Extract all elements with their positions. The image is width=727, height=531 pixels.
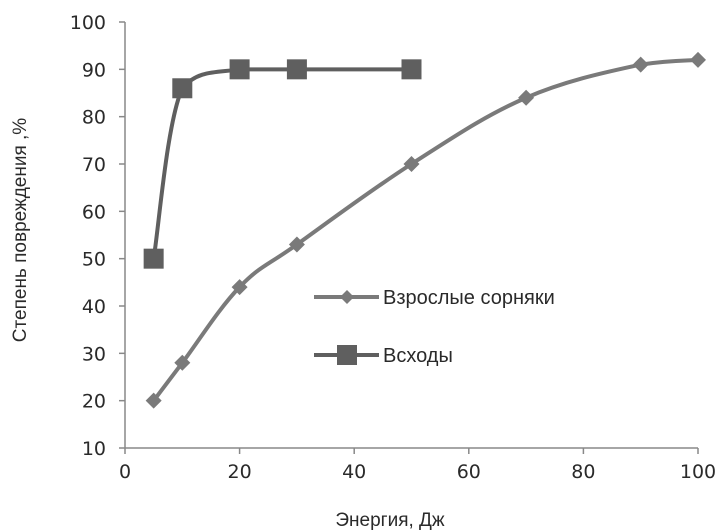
y-tick-label: 40 xyxy=(82,296,106,318)
data-point-diamond xyxy=(518,89,535,106)
x-tick-label: 40 xyxy=(342,461,366,483)
y-tick-label: 30 xyxy=(82,343,106,365)
legend-item-seedlings: Всходы xyxy=(314,345,453,367)
data-point-diamond xyxy=(174,354,191,371)
series-line xyxy=(151,67,412,259)
legend-marker-diamond xyxy=(340,290,354,304)
x-axis-title: Энергия, Дж xyxy=(335,510,445,531)
data-point-diamond xyxy=(403,156,420,172)
x-tick-label: 0 xyxy=(119,461,131,483)
legend-label-adult-weeds: Взрослые сорняки xyxy=(383,287,555,309)
x-ticks: 0 20 40 60 80 100 xyxy=(119,448,716,483)
data-point-diamond xyxy=(632,56,649,73)
data-point-diamond xyxy=(231,279,248,296)
y-tick-label: 50 xyxy=(82,249,106,271)
data-point-diamond xyxy=(690,51,706,68)
y-tick-label: 80 xyxy=(82,107,106,129)
y-ticks: 10 20 30 40 50 60 70 80 90 100 xyxy=(70,12,125,460)
y-tick-label: 20 xyxy=(82,391,106,413)
data-point-diamond xyxy=(145,392,162,409)
x-tick-label: 60 xyxy=(457,461,481,483)
y-tick-label: 100 xyxy=(70,12,106,34)
series-adult-weeds xyxy=(145,51,706,409)
y-axis-title: Степень повреждения ,% xyxy=(10,118,31,342)
data-point-diamond xyxy=(288,236,305,253)
series-seedlings xyxy=(143,59,422,269)
series-line xyxy=(152,57,699,402)
legend-marker-square xyxy=(337,345,357,365)
axes xyxy=(124,22,698,449)
legend-label-seedlings: Всходы xyxy=(383,345,453,367)
series-layer xyxy=(143,51,706,409)
y-tick-label: 70 xyxy=(82,154,106,176)
legend-item-adult-weeds: Взрослые сорняки xyxy=(314,287,555,309)
y-tick-label: 10 xyxy=(82,438,106,460)
data-point-square xyxy=(172,78,193,99)
x-tick-label: 80 xyxy=(571,461,595,483)
y-tick-label: 60 xyxy=(82,201,106,223)
data-point-square xyxy=(229,59,250,80)
data-point-square xyxy=(143,248,164,269)
x-tick-label: 100 xyxy=(680,461,716,483)
data-point-square xyxy=(286,59,307,80)
x-tick-label: 20 xyxy=(228,461,252,483)
legend: Взрослые сорняки Всходы xyxy=(314,287,555,367)
y-tick-label: 90 xyxy=(82,59,106,81)
data-point-square xyxy=(401,59,422,80)
